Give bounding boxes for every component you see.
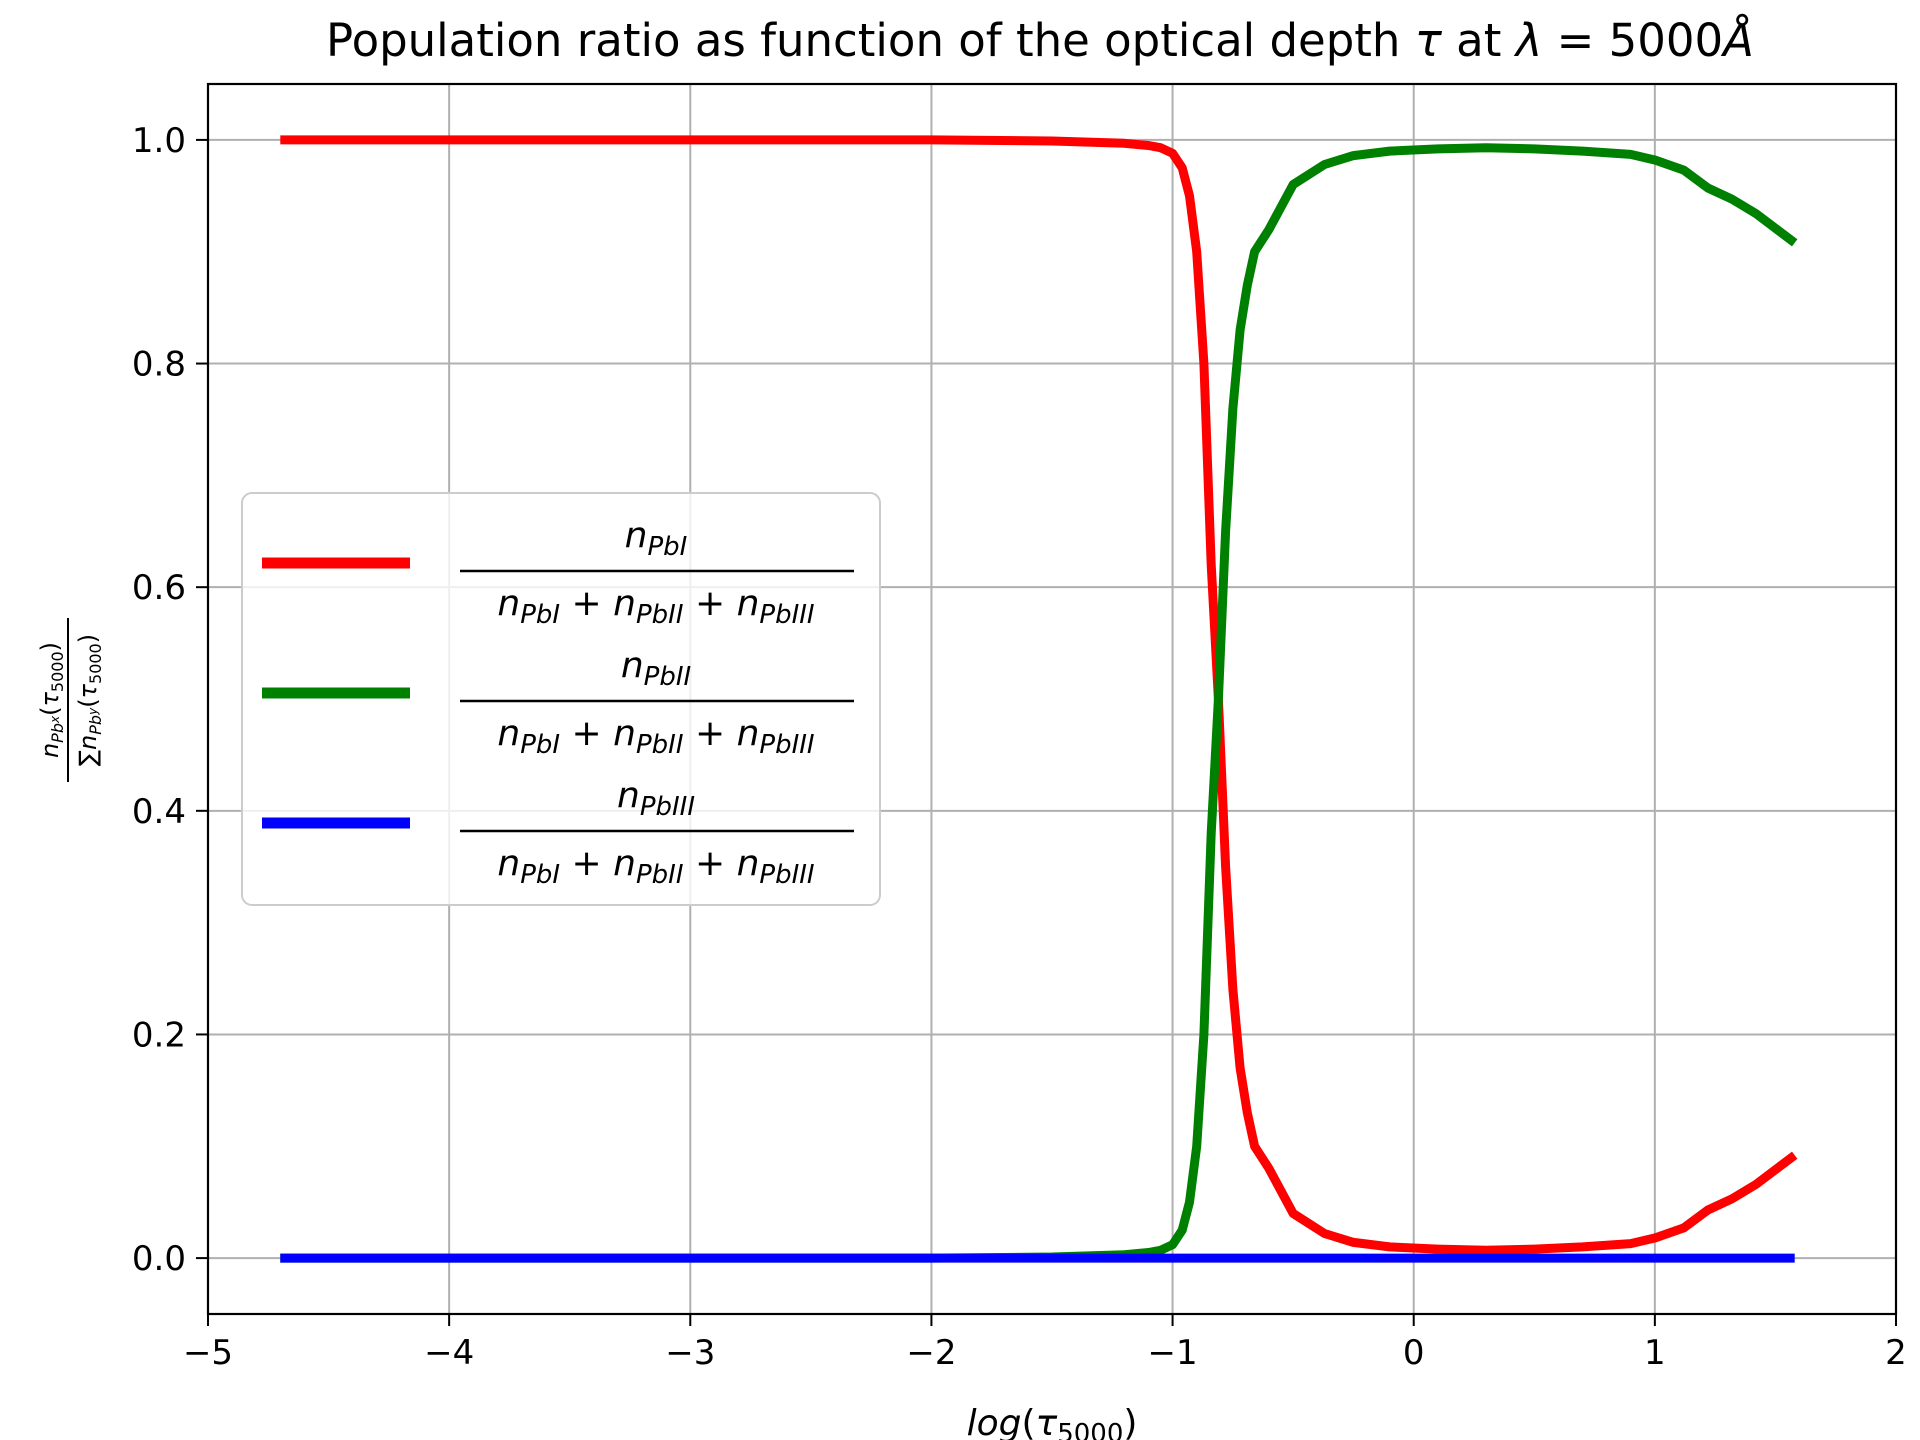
chart-title-lambda: λ: [1514, 14, 1543, 67]
x-tick-label: −3: [665, 1333, 715, 1373]
x-tick-label: 1: [1644, 1333, 1666, 1373]
x-axis: −5 −4 −3 −2 −1 0 1 2: [183, 1314, 1907, 1373]
chart-title-eq: = 5000: [1542, 14, 1723, 67]
y-tick-label: 0.8: [132, 345, 186, 385]
y-tick-label: 1.0: [132, 121, 186, 161]
series-line-1: [280, 135, 1798, 1255]
legend-entries: nPbI nPbI + nPbII + nPbIII nPbII nPbI + nPb…: [262, 515, 854, 890]
legend: nPbI nPbI + nPbII + nPbIII nPbII nPbI + nPb…: [241, 492, 881, 906]
legend-denominator: nPbI + nPbII + nPbIII: [497, 583, 814, 630]
chart-title-tau: τ: [1415, 14, 1443, 67]
x-tick-label: −5: [183, 1333, 233, 1373]
series-line-2: [280, 143, 1798, 1263]
legend-denominator: nPbI + nPbII + nPbIII: [497, 843, 814, 890]
y-axis-label-denominator: ∑nPby(τ5000): [74, 634, 105, 766]
legend-entry: nPbIII nPbI + nPbII + nPbIII: [262, 775, 854, 890]
legend-entry: nPbI nPbI + nPbII + nPbIII: [262, 515, 854, 630]
y-tick-label: 0.2: [132, 1015, 186, 1055]
legend-numerator: nPbII: [621, 645, 691, 692]
y-axis-label-numerator: nPbx(τ5000): [36, 642, 67, 758]
x-tick-label: 0: [1403, 1333, 1425, 1373]
legend-denominator: nPbI + nPbII + nPbIII: [497, 713, 814, 760]
y-tick-label: 0.6: [132, 568, 186, 608]
chart-title-text: Population ratio as function of the opti…: [326, 14, 1415, 67]
legend-box: [241, 492, 881, 906]
y-tick-label: 0.4: [132, 792, 186, 832]
legend-numerator: nPbIII: [617, 775, 695, 822]
chart-title-at: at: [1442, 14, 1516, 67]
plot-frame: [206, 82, 1898, 1316]
legend-numerator: nPbI: [625, 515, 688, 562]
y-axis-label: nPbx(τ5000) ∑nPby(τ5000): [36, 618, 105, 782]
x-axis-label: log(τ5000): [967, 1403, 1138, 1440]
x-tick-label: −1: [1148, 1333, 1198, 1373]
legend-entry: nPbII nPbI + nPbII + nPbIII: [262, 645, 854, 760]
x-tick-label: −2: [906, 1333, 956, 1373]
y-axis: 0.0 0.2 0.4 0.6 0.8 1.0: [132, 121, 208, 1279]
x-tick-label: −4: [424, 1333, 474, 1373]
chart-title: Population ratio as function of the opti…: [326, 14, 1754, 67]
x-tick-label: 2: [1885, 1333, 1907, 1373]
chart-title-angstrom: Å: [1720, 14, 1754, 67]
series-layer: [280, 135, 1798, 1263]
y-tick-label: 0.0: [132, 1239, 186, 1279]
